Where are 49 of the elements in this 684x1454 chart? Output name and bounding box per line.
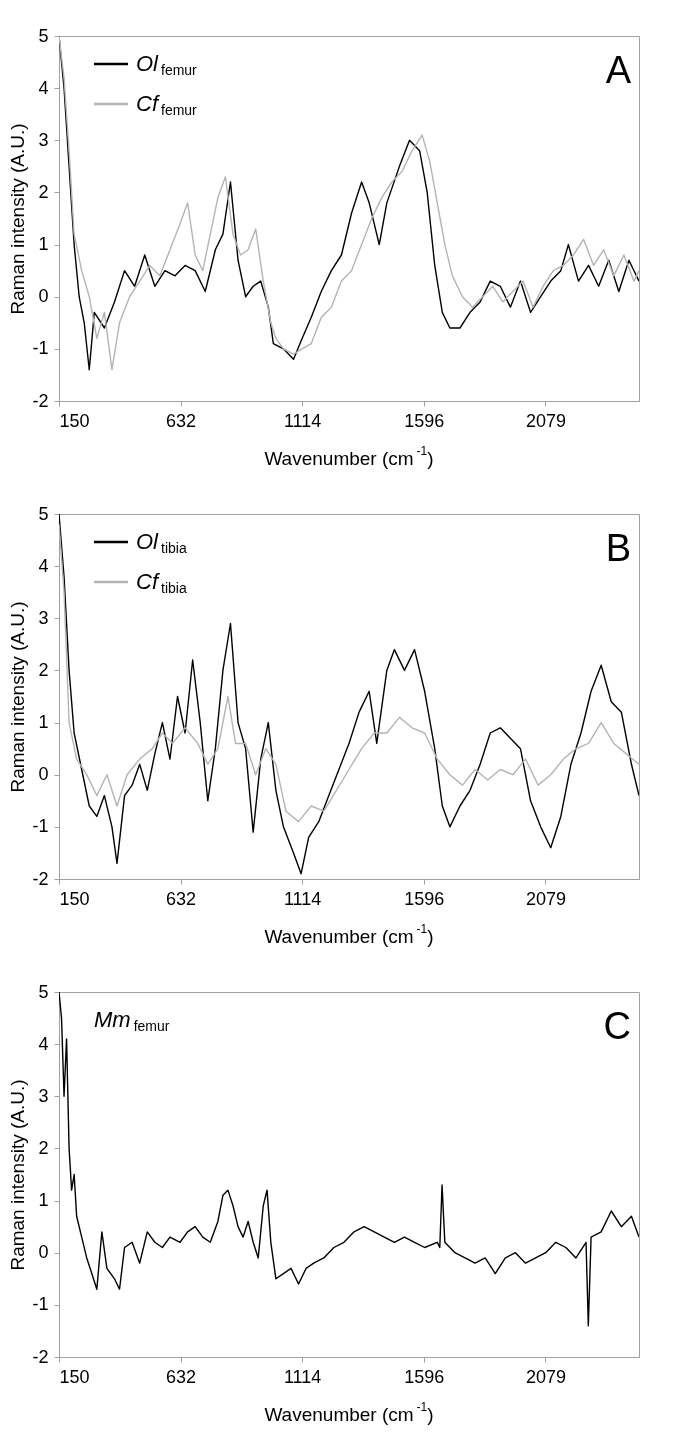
y-tick-label: 2 [38, 1137, 49, 1158]
y-tick-label: 5 [38, 981, 49, 1002]
y-tick-label: 0 [38, 764, 49, 785]
y-tick-label: 0 [38, 1242, 49, 1263]
y-tick-label: 4 [38, 1033, 49, 1054]
x-tick-label: 150 [59, 888, 90, 909]
chart-title: C [603, 1005, 632, 1047]
y-tick-label: 2 [38, 181, 49, 202]
line-series [59, 523, 639, 823]
x-tick-label: 632 [166, 888, 197, 909]
y-tick-label: 1 [38, 234, 49, 255]
y-tick-label: 5 [38, 503, 49, 524]
y-tick-label: 3 [38, 607, 49, 628]
line-series [59, 36, 639, 371]
x-tick-label: 1596 [404, 888, 445, 909]
x-tick-label: 2079 [525, 888, 566, 909]
y-tick-label: 4 [38, 77, 49, 98]
y-tick-label: -2 [32, 1346, 49, 1367]
y-tick-label: 0 [38, 286, 49, 307]
chart-title: B [605, 527, 632, 569]
y-tick-label: 2 [38, 659, 49, 680]
x-tick-label: 1596 [404, 1366, 445, 1387]
x-tick-label: 2079 [525, 410, 566, 431]
y-tick-label: -1 [32, 1294, 49, 1315]
y-axis-title: Raman intensity (A.U.) [7, 123, 29, 315]
x-tick-label: 150 [59, 410, 90, 431]
y-tick-label: -2 [32, 390, 49, 411]
y-axis-title: Raman intensity (A.U.) [7, 1079, 29, 1271]
line-series [59, 992, 639, 1327]
x-tick-label: 2079 [525, 1366, 566, 1387]
y-tick-label: -2 [32, 868, 49, 889]
y-tick-label: 1 [38, 712, 49, 733]
y-tick-label: 3 [38, 1085, 49, 1106]
x-tick-label: 1114 [283, 410, 322, 431]
line-series [59, 514, 639, 875]
y-tick-label: 3 [38, 129, 49, 150]
y-tick-label: 4 [38, 555, 49, 576]
y-tick-label: 1 [38, 1190, 49, 1211]
y-tick-label: -1 [32, 816, 49, 837]
x-tick-label: 1596 [404, 410, 445, 431]
x-tick-label: 1114 [283, 1366, 322, 1387]
x-tick-label: 150 [59, 1366, 90, 1387]
y-axis-title: Raman intensity (A.U.) [7, 601, 29, 793]
x-tick-label: 632 [166, 1366, 197, 1387]
chart-title: A [605, 49, 632, 91]
x-tick-label: 632 [166, 410, 197, 431]
y-tick-label: 5 [38, 25, 49, 46]
x-tick-label: 1114 [283, 888, 322, 909]
y-tick-label: -1 [32, 338, 49, 359]
